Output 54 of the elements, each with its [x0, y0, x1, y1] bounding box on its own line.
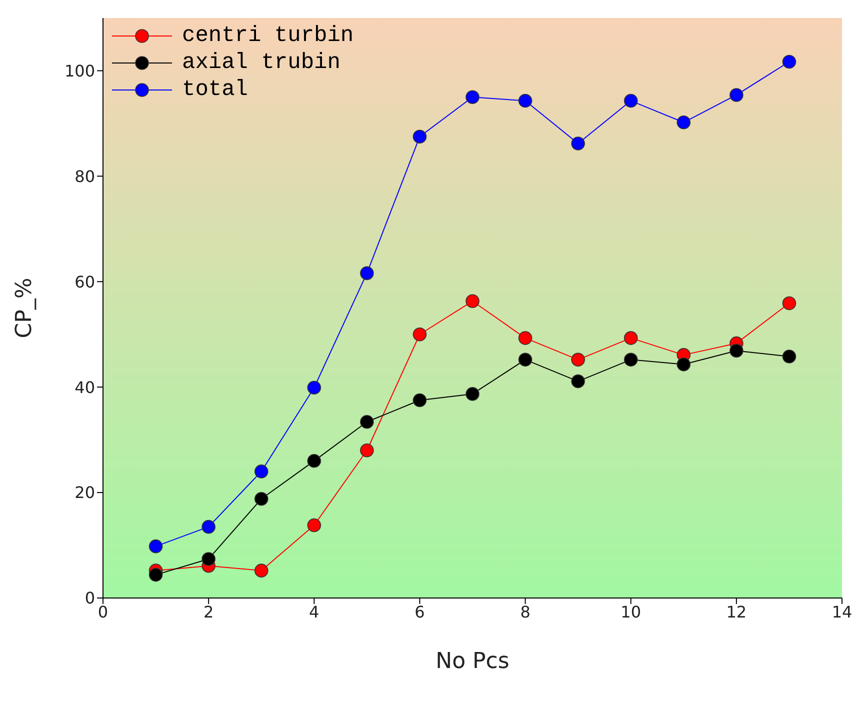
x-tick-label: 6	[414, 602, 425, 622]
point	[412, 393, 427, 408]
point	[148, 568, 163, 582]
point	[624, 94, 638, 108]
point	[466, 387, 480, 401]
y-tick-label: 80	[74, 166, 95, 186]
x-tick-label: 14	[832, 602, 852, 622]
point	[360, 414, 374, 429]
point	[676, 358, 691, 372]
x-tick-label: 0	[98, 602, 108, 622]
point	[360, 266, 374, 280]
x-tick-label: 10	[620, 602, 642, 622]
point	[730, 344, 744, 358]
point	[360, 443, 374, 458]
legend-label: centri turbin	[182, 22, 354, 49]
point	[466, 90, 480, 104]
point	[624, 331, 638, 345]
y-tick-label: 60	[74, 272, 95, 292]
point	[730, 88, 744, 102]
point	[571, 374, 585, 388]
point	[782, 296, 796, 310]
point	[307, 454, 322, 468]
point	[254, 564, 268, 578]
point	[571, 352, 585, 367]
point	[782, 54, 796, 69]
point	[466, 294, 480, 308]
point	[148, 539, 163, 554]
point	[624, 352, 638, 367]
point	[676, 116, 691, 130]
point	[254, 492, 268, 506]
y-axis-title: CP_%	[12, 278, 37, 338]
point	[518, 331, 532, 345]
point	[254, 464, 268, 478]
point	[518, 352, 532, 367]
y-tick-label: 100	[64, 61, 95, 80]
x-axis-title: No Pcs	[436, 649, 510, 674]
point	[307, 380, 322, 395]
x-tick-label: 8	[520, 602, 530, 622]
legend-label: axial trubin	[182, 49, 340, 76]
x-tick-label: 4	[309, 602, 320, 622]
point	[202, 520, 216, 534]
x-tick-label: 2	[203, 602, 214, 622]
y-tick-label: 40	[74, 378, 95, 397]
point	[412, 327, 427, 342]
point	[782, 350, 796, 364]
point	[202, 552, 216, 566]
point	[412, 130, 427, 144]
legend-label: total	[182, 76, 248, 103]
x-tick-label: 12	[726, 602, 747, 622]
point	[571, 136, 585, 150]
y-tick-label: 20	[74, 483, 95, 502]
point	[307, 518, 322, 532]
y-tick-label: 0	[84, 588, 95, 608]
point	[518, 94, 532, 108]
